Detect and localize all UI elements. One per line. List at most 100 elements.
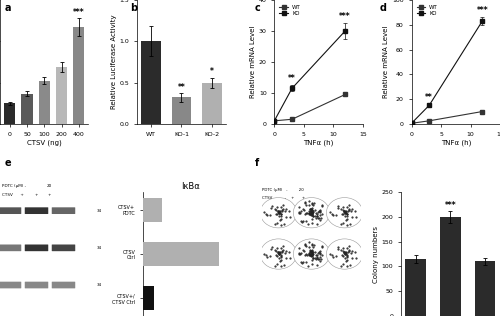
Point bbox=[338, 248, 346, 253]
Point bbox=[308, 221, 316, 226]
Point bbox=[308, 200, 316, 205]
WT bbox=[342, 93, 348, 96]
Point bbox=[297, 209, 305, 214]
Bar bbox=[38, 81, 50, 124]
Bar bbox=[474, 261, 496, 316]
Bar bbox=[73, 27, 85, 124]
Point bbox=[277, 246, 285, 251]
Point bbox=[275, 208, 283, 213]
Point bbox=[296, 210, 304, 215]
Point bbox=[285, 208, 293, 213]
Point bbox=[302, 252, 310, 257]
Y-axis label: Relative mRNA Level: Relative mRNA Level bbox=[384, 26, 390, 98]
Text: b: b bbox=[130, 3, 137, 13]
Point bbox=[316, 249, 324, 254]
Point bbox=[300, 201, 308, 206]
Point bbox=[278, 208, 286, 213]
Point bbox=[313, 213, 321, 218]
Point bbox=[346, 221, 354, 226]
Point bbox=[305, 252, 313, 257]
Point bbox=[295, 246, 303, 251]
Point bbox=[340, 208, 348, 213]
Text: CTSV          -    +      +: CTSV - + + bbox=[262, 196, 305, 200]
Point bbox=[306, 207, 314, 212]
Point bbox=[303, 252, 311, 257]
Point bbox=[316, 209, 324, 214]
Point bbox=[332, 254, 340, 259]
KO bbox=[272, 119, 278, 123]
Point bbox=[302, 219, 310, 224]
Point bbox=[316, 257, 324, 262]
Point bbox=[309, 209, 317, 214]
Point bbox=[308, 252, 316, 257]
Point bbox=[326, 210, 334, 215]
Point bbox=[273, 261, 281, 266]
Text: ***: *** bbox=[73, 8, 85, 16]
Circle shape bbox=[260, 239, 296, 269]
Point bbox=[318, 244, 326, 249]
KO bbox=[426, 103, 432, 107]
Point bbox=[260, 251, 268, 256]
Point bbox=[339, 220, 347, 225]
Point bbox=[276, 222, 284, 227]
Bar bbox=[22, 94, 32, 124]
Point bbox=[308, 242, 316, 247]
Text: **: ** bbox=[426, 93, 433, 102]
Point bbox=[304, 252, 312, 258]
Point bbox=[270, 222, 278, 227]
Point bbox=[274, 210, 282, 215]
Bar bbox=[143, 198, 162, 222]
Point bbox=[308, 250, 316, 255]
Point bbox=[295, 204, 303, 209]
KO bbox=[480, 19, 486, 23]
X-axis label: CTSV (ng): CTSV (ng) bbox=[27, 139, 62, 146]
Point bbox=[308, 251, 316, 256]
Text: *: * bbox=[210, 67, 214, 76]
Point bbox=[263, 213, 271, 218]
Bar bbox=[440, 217, 461, 316]
Point bbox=[305, 210, 313, 216]
Point bbox=[312, 252, 320, 257]
Point bbox=[266, 212, 274, 217]
Point bbox=[342, 251, 350, 256]
Point bbox=[342, 218, 350, 223]
Point bbox=[274, 250, 282, 255]
Point bbox=[352, 255, 360, 260]
Point bbox=[348, 248, 356, 253]
Point bbox=[348, 207, 356, 212]
Point bbox=[303, 211, 311, 216]
Text: f: f bbox=[255, 158, 259, 168]
Point bbox=[306, 244, 314, 249]
Circle shape bbox=[326, 198, 363, 228]
Point bbox=[316, 250, 324, 255]
Point bbox=[312, 221, 320, 226]
Point bbox=[308, 212, 316, 217]
Bar bbox=[406, 259, 426, 316]
Point bbox=[345, 202, 353, 207]
Point bbox=[276, 213, 284, 218]
Point bbox=[308, 211, 316, 216]
Text: +: + bbox=[48, 193, 51, 197]
Point bbox=[274, 250, 282, 255]
Point bbox=[341, 252, 349, 257]
Point bbox=[346, 262, 354, 267]
Text: ***: *** bbox=[340, 12, 351, 21]
Point bbox=[344, 208, 352, 213]
Point bbox=[308, 254, 316, 259]
FancyBboxPatch shape bbox=[0, 245, 22, 251]
Point bbox=[308, 212, 316, 217]
Point bbox=[341, 210, 349, 215]
Point bbox=[311, 255, 319, 260]
Text: 34: 34 bbox=[97, 246, 102, 250]
Point bbox=[345, 243, 353, 248]
Point bbox=[275, 210, 283, 215]
Point bbox=[306, 254, 314, 259]
Text: e: e bbox=[5, 158, 12, 168]
Point bbox=[309, 214, 317, 219]
Point bbox=[299, 260, 307, 265]
Point bbox=[276, 250, 284, 255]
Point bbox=[274, 210, 282, 215]
Point bbox=[308, 249, 316, 254]
Point bbox=[343, 216, 351, 221]
Text: ***: *** bbox=[444, 201, 456, 210]
